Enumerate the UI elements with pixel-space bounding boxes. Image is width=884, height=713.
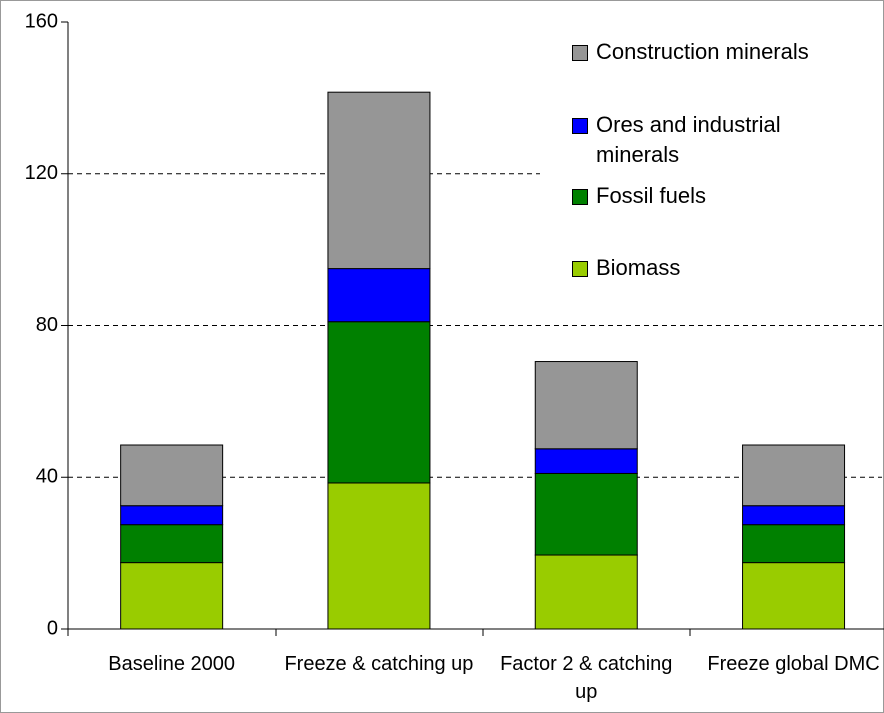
bar-segment (742, 505, 846, 526)
bar-segment (327, 482, 431, 630)
bar-segment (120, 444, 224, 507)
y-tick-label: 120 (25, 162, 58, 184)
bar-segment (742, 524, 846, 564)
legend-label: Construction minerals (596, 39, 809, 64)
y-tick-label: 160 (25, 10, 58, 32)
legend-swatch (572, 45, 588, 61)
bar-segment (742, 562, 846, 630)
legend-entry: Biomass (572, 253, 872, 283)
legend-label: Ores and industrial minerals (596, 112, 781, 167)
bar-segment (534, 361, 638, 450)
bar-segment (120, 562, 224, 630)
legend-label: Biomass (596, 255, 681, 280)
y-tick-label: 40 (36, 466, 58, 488)
legend-entry: Ores and industrial minerals (572, 110, 872, 170)
legend-entry: Construction minerals (572, 37, 872, 67)
bar-segment (120, 505, 224, 526)
bar-segment (742, 444, 846, 507)
bar-segment (534, 554, 638, 630)
x-tick-label: Freeze global DMC (707, 653, 880, 675)
y-tick-label: 80 (36, 314, 58, 336)
bar-segment (534, 472, 638, 556)
bar-segment (120, 524, 224, 564)
legend-swatch (572, 189, 588, 205)
legend-swatch (572, 118, 588, 134)
legend-entry: Fossil fuels (572, 181, 872, 211)
y-tick-label: 0 (47, 617, 58, 639)
bar-segment (327, 321, 431, 484)
bar-segment (327, 91, 431, 270)
legend-label: Fossil fuels (596, 183, 707, 208)
x-tick-label: Factor 2 & catching up (500, 653, 673, 703)
legend-swatch (572, 261, 588, 277)
bar-segment (534, 448, 638, 474)
x-tick-label: Freeze & catching up (284, 653, 474, 675)
x-ticks (67, 629, 691, 636)
bar-segment (327, 268, 431, 323)
x-tick-label: Baseline 2000 (108, 653, 236, 675)
